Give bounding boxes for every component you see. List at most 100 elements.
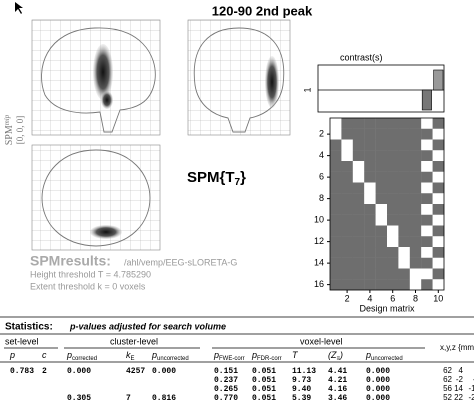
- design-cell: [375, 171, 388, 183]
- design-cell: [364, 225, 376, 237]
- design-cell: [432, 171, 445, 183]
- design-cell: [409, 161, 422, 172]
- row-tick-label: 6: [319, 172, 324, 182]
- table-value: 0.783: [10, 367, 34, 376]
- design-cell: [330, 204, 342, 215]
- design-cell: [432, 193, 445, 205]
- group-header: x,y,z {mm}: [440, 343, 474, 352]
- contrast-bar: [421, 89, 432, 111]
- design-cell: [432, 225, 445, 237]
- design-cell: [387, 171, 399, 183]
- table-value: 4257: [126, 367, 145, 376]
- design-cell: [387, 214, 399, 226]
- design-cell: [432, 204, 445, 215]
- column-header-sub: corrected: [72, 356, 97, 362]
- design-cell: [398, 236, 410, 248]
- design-matrix-title: Design matrix: [359, 303, 415, 313]
- design-cell: [409, 150, 422, 162]
- row-tick-label: 8: [319, 193, 324, 203]
- table-value: 2: [42, 367, 47, 376]
- design-cell: [364, 128, 376, 140]
- design-cell: [398, 204, 410, 215]
- col-tick-label: 2: [345, 293, 350, 303]
- design-cell: [409, 171, 422, 183]
- table-value: 0.000: [366, 367, 390, 376]
- design-cell: [352, 257, 365, 269]
- design-cell: [398, 257, 410, 269]
- design-cell: [387, 279, 399, 291]
- height-threshold: Height threshold T = 4.785290: [30, 269, 151, 279]
- design-cell: [352, 204, 365, 215]
- table-value: 0.000: [366, 394, 390, 402]
- column-header: pFWE-corr: [213, 350, 245, 361]
- design-cell: [341, 257, 353, 269]
- stat-image-label: SPM{T7}: [187, 169, 246, 188]
- design-cell: [432, 279, 445, 291]
- column-header-text: T: [292, 350, 299, 360]
- design-cell: [352, 150, 365, 162]
- coordinate: 62: [443, 366, 452, 375]
- design-cell: [341, 236, 353, 248]
- design-cell: [330, 118, 342, 129]
- cursor: [15, 2, 23, 14]
- design-cell: [375, 225, 388, 237]
- table-value: 0.265: [214, 385, 238, 394]
- design-cell: [364, 182, 376, 194]
- design-cell: [432, 128, 445, 140]
- design-cell: [341, 118, 353, 129]
- design-cell: [352, 182, 365, 194]
- design-cell: [409, 204, 422, 215]
- table-value: 0.237: [214, 376, 238, 385]
- design-cell: [421, 214, 433, 226]
- design-cell: [409, 279, 422, 291]
- coordinate: 14: [454, 384, 463, 393]
- design-cell: [341, 150, 353, 162]
- design-cell: [352, 128, 365, 140]
- design-cell: [421, 128, 433, 140]
- design-cell: [409, 257, 422, 269]
- col-tick-label: 6: [390, 293, 395, 303]
- extent-threshold: Extent threshold k = 0 voxels: [30, 281, 146, 291]
- design-cell: [341, 182, 353, 194]
- design-cell: [364, 193, 376, 205]
- design-cell: [387, 139, 399, 151]
- table-value: 0.770: [214, 394, 238, 402]
- row-tick-label: 16: [314, 279, 324, 289]
- design-cell: [364, 279, 376, 291]
- design-cell: [432, 268, 445, 280]
- design-cell: [409, 128, 422, 140]
- design-cell: [364, 150, 376, 162]
- coordinate: -8: [473, 375, 474, 384]
- row-tick-label: 4: [319, 150, 324, 160]
- contrast-bar: [433, 69, 444, 91]
- table-value: 9.73: [292, 376, 311, 385]
- row-tick-label: 14: [314, 258, 324, 268]
- design-cell: [387, 257, 399, 269]
- design-cell: [364, 214, 376, 226]
- design-cell: [352, 214, 365, 226]
- design-cell: [421, 225, 433, 237]
- design-cell: [387, 118, 399, 129]
- design-cell: [330, 279, 342, 291]
- column-header: pcorrected: [66, 350, 97, 361]
- column-header: pFDR-corr: [251, 350, 282, 361]
- design-cell: [341, 225, 353, 237]
- design-cell: [364, 204, 376, 215]
- design-cell: [387, 236, 399, 248]
- column-header: T: [292, 350, 299, 360]
- table-value: 0.000: [152, 367, 176, 376]
- column-header-text: p: [213, 350, 219, 360]
- design-cell: [341, 171, 353, 183]
- design-cell: [364, 236, 376, 248]
- table-value: 0.000: [366, 376, 390, 385]
- design-cell: [341, 204, 353, 215]
- design-cell: [432, 257, 445, 269]
- mip-label-sub: mip: [3, 114, 11, 125]
- design-cell: [432, 247, 445, 258]
- design-cell: [387, 161, 399, 172]
- design-cell: [341, 128, 353, 140]
- column-header-text: p: [251, 350, 257, 360]
- column-header: p: [9, 350, 15, 360]
- table-value: 0.151: [214, 367, 238, 376]
